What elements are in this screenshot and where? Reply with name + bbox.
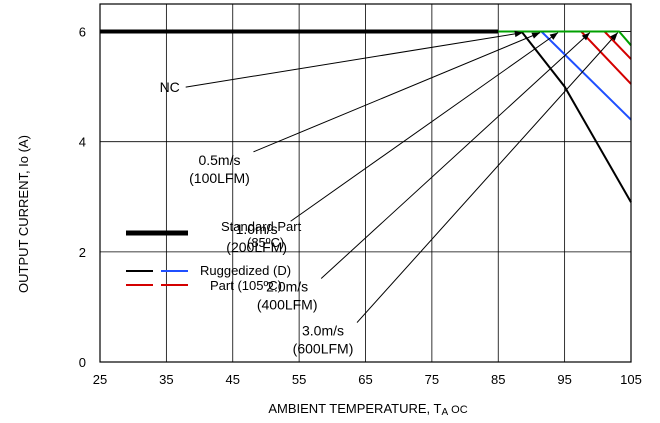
annotation-leader-1 [253,33,540,152]
annotation-leader-2 [291,33,558,222]
x-tick-label-85: 85 [491,372,505,387]
legend-rugged-line-0: Ruggedized (D) [200,263,291,278]
legend-standard-line-0: Standard Part [221,219,302,234]
annotation-label-1-line-1: (100LFM) [189,170,250,186]
y-axis-title: OUTPUT CURRENT, Io (A) [16,135,31,293]
annotation-label-1-line-0: 0.5m/s [198,152,240,168]
annotation-leader-0 [186,33,523,87]
x-tick-label-25: 25 [93,372,107,387]
annotation-leader-3 [321,33,590,279]
y-tick-label-0: 0 [79,355,86,370]
x-axis-title-unit: OC [451,404,468,416]
legend-rugged-line-1: Part (105ºC) [210,278,282,293]
y-tick-label-4: 4 [79,135,86,150]
annotations: NC0.5m/s (100LFM)1.0m/s (200LFM)2.0m/s (400… [160,31,618,357]
annotation-label-0: NC [160,79,180,95]
y-tick-label-2: 2 [79,245,86,260]
x-tick-label-35: 35 [159,372,173,387]
annotation-arrowhead-1 [531,33,540,39]
x-axis-title-main: AMBIENT TEMPERATURE, T [268,401,441,416]
x-tick-label-45: 45 [226,372,240,387]
x-tick-label-75: 75 [425,372,439,387]
x-axis-title: AMBIENT TEMPERATURE, TA OC [268,401,467,418]
x-tick-label-105: 105 [620,372,642,387]
annotation-label-0-line-0: NC [160,79,180,95]
annotation-label-1: 0.5m/s (100LFM) [189,152,250,186]
annotation-arrowhead-2 [550,33,558,40]
annotation-label-4: 3.0m/s (600LFM) [293,323,354,357]
legend-standard-line-1: (85ºC) [247,235,284,250]
legend-rugged-label: Ruggedized (D) Part (105ºC) [200,263,291,293]
y-tick-label-6: 6 [79,25,86,40]
annotation-label-4-line-0: 3.0m/s [302,323,344,339]
annotation-leader-4 [357,33,618,323]
x-tick-label-95: 95 [557,372,571,387]
annotation-label-3-line-1: (400LFM) [257,297,318,313]
annotation-label-4-line-1: (600LFM) [293,341,354,357]
x-axis-title-sub: A [441,407,448,418]
x-tick-label-65: 65 [358,372,372,387]
legend: Standard Part (85ºC) Ruggedized (D) Part (1… [126,219,302,293]
x-tick-label-55: 55 [292,372,306,387]
